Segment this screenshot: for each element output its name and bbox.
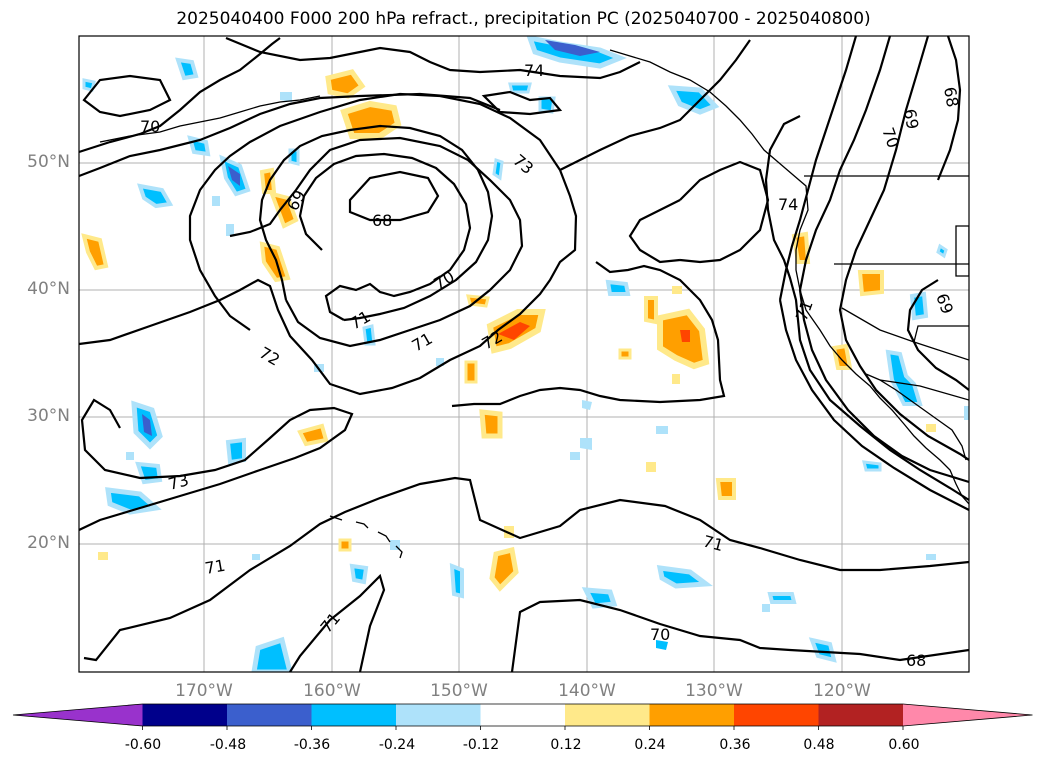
colorbar-tick-label: 0.24 [634, 737, 666, 753]
lon-label-150w: 150°W [430, 681, 488, 701]
colorbar-segment [903, 704, 1033, 726]
colorbar-segment [142, 704, 228, 726]
colorbar-tick-label: -0.60 [124, 737, 162, 753]
contour-label: 73 [166, 470, 191, 494]
colorbar-segment [649, 704, 735, 726]
colorbar-tick-label: -0.24 [378, 737, 416, 753]
contour-label: 69 [900, 107, 922, 130]
colorbar-tick-label: 0.48 [803, 737, 835, 753]
lat-label-20n: 20°N [27, 533, 70, 553]
lon-label-130w: 130°W [685, 681, 743, 701]
contour-label: 70 [650, 625, 670, 644]
lat-label-50n: 50°N [27, 152, 70, 172]
colorbar-segment [227, 704, 312, 726]
colorbar-tick-label: 0.12 [550, 737, 582, 753]
colorbar-tick-label: -0.36 [293, 737, 331, 753]
lon-label-170w: 170°W [175, 681, 233, 701]
contour-label: 71 [203, 556, 226, 578]
contour-label: 70 [140, 117, 160, 136]
colorbar-segment [480, 704, 566, 726]
colorbar-segment [311, 704, 397, 726]
lon-label-120w: 120°W [813, 681, 871, 701]
gridlines [79, 36, 969, 672]
colorbar-segment [396, 704, 481, 726]
colorbar-segment [734, 704, 819, 726]
coastlines [99, 49, 969, 559]
contour-label: 74 [524, 61, 544, 80]
contour-label: 68 [940, 85, 962, 108]
colorbar-tick-label: 0.60 [888, 737, 920, 753]
contour-label: 68 [906, 651, 926, 670]
colorbar [12, 703, 1033, 730]
refractivity-contours [79, 36, 969, 672]
lat-label-40n: 40°N [27, 279, 70, 299]
lon-label-160w: 160°W [303, 681, 361, 701]
lon-label-140w: 140°W [558, 681, 616, 701]
colorbar-tick-label: -0.12 [462, 737, 500, 753]
lat-label-30n: 30°N [27, 406, 70, 426]
colorbar-tick-label: 0.36 [719, 737, 751, 753]
colorbar-segment [818, 704, 904, 726]
colorbar-tick-label: -0.48 [209, 737, 247, 753]
plot-border [78, 35, 970, 673]
colorbar-segment [13, 704, 143, 726]
colorbar-segment [565, 704, 650, 726]
map-title: 2025040400 F000 200 hPa refract., precip… [176, 9, 871, 29]
contour-label: 71 [701, 532, 726, 556]
contour-label: 74 [778, 195, 798, 214]
contour-label: 68 [372, 211, 392, 230]
